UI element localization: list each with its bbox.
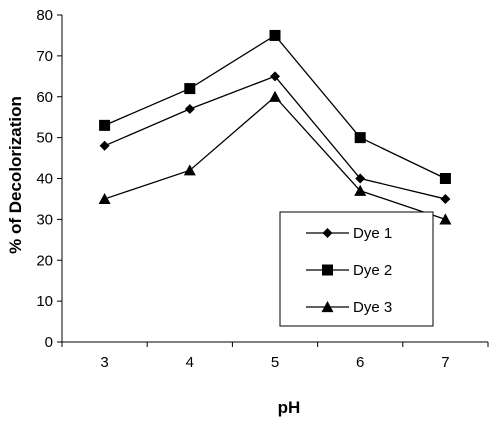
x-axis-ticks: 3 4 5 6 7 (61, 342, 489, 371)
y-tick-label: 60 (36, 89, 53, 106)
data-point-series-2 (269, 29, 281, 41)
legend-label: Dye 2 (353, 262, 392, 279)
data-point-series-1 (270, 71, 280, 82)
y-tick-label: 10 (36, 293, 53, 310)
data-point-series-3 (354, 184, 367, 196)
data-point-series-2 (439, 173, 451, 184)
y-tick-label: 0 (45, 334, 53, 351)
x-axis-title: pH (278, 398, 301, 417)
x-tick-label: 7 (441, 354, 449, 371)
series-line-3 (104, 95, 446, 220)
data-point-series-1 (355, 173, 366, 184)
legend-box (279, 211, 434, 327)
data-point-series-1 (99, 140, 110, 151)
x-tick-label: 4 (186, 354, 194, 371)
data-point-series-3 (439, 213, 452, 225)
data-point-series-1 (184, 104, 195, 115)
y-axis-ticks: 0 10 20 30 40 50 60 70 80 (36, 7, 62, 351)
y-tick-label: 50 (36, 130, 53, 147)
legend-marker (322, 228, 333, 238)
data-point-series-2 (184, 83, 196, 95)
legend-label: Dye 1 (353, 225, 392, 242)
x-tick-label: 6 (356, 354, 364, 371)
y-tick-label: 70 (36, 48, 53, 65)
data-point-series-3 (183, 164, 196, 176)
series-lines (104, 34, 446, 220)
series-line-2 (104, 34, 446, 180)
data-point-series-2 (99, 119, 111, 131)
y-axis-title: % of Decolorization (6, 96, 25, 254)
legend: Dye 1 Dye 2 Dye 3 (279, 211, 434, 327)
y-tick-label: 20 (36, 252, 53, 269)
data-point-series-3 (98, 192, 111, 205)
legend-marker (321, 301, 334, 313)
x-tick-label: 3 (100, 354, 108, 371)
data-point-series-3 (269, 90, 281, 102)
legend-marker (322, 264, 333, 276)
legend-label: Dye 3 (353, 299, 392, 316)
y-tick-label: 80 (36, 7, 53, 24)
series-markers (98, 29, 452, 225)
x-tick-label: 5 (271, 354, 279, 371)
y-tick-label: 40 (36, 171, 53, 188)
y-tick-label: 30 (36, 211, 53, 228)
data-point-series-2 (354, 132, 366, 144)
data-point-series-1 (440, 193, 451, 204)
